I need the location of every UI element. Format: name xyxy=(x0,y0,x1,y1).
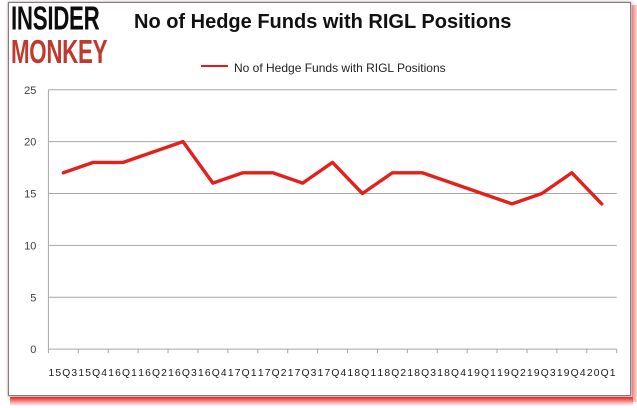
svg-text:19Q1: 19Q1 xyxy=(467,368,497,379)
svg-text:16Q3: 16Q3 xyxy=(168,368,198,379)
svg-text:17Q4: 17Q4 xyxy=(318,368,348,379)
svg-text:19Q4: 19Q4 xyxy=(557,368,587,379)
svg-text:17Q1: 17Q1 xyxy=(228,368,258,379)
svg-text:15Q3: 15Q3 xyxy=(48,368,78,379)
svg-text:18Q2: 18Q2 xyxy=(377,368,407,379)
svg-text:16Q2: 16Q2 xyxy=(138,368,168,379)
svg-text:19Q2: 19Q2 xyxy=(497,368,527,379)
svg-text:17Q3: 17Q3 xyxy=(288,368,318,379)
svg-text:25: 25 xyxy=(24,85,36,97)
svg-text:18Q3: 18Q3 xyxy=(407,368,437,379)
svg-text:15Q4: 15Q4 xyxy=(78,368,108,379)
svg-text:0: 0 xyxy=(30,344,36,356)
svg-text:16Q1: 16Q1 xyxy=(108,368,138,379)
svg-text:18Q1: 18Q1 xyxy=(348,368,378,379)
svg-text:20: 20 xyxy=(24,137,36,149)
svg-text:5: 5 xyxy=(30,292,36,304)
svg-text:10: 10 xyxy=(24,240,36,252)
svg-text:16Q4: 16Q4 xyxy=(198,368,228,379)
svg-text:18Q4: 18Q4 xyxy=(437,368,467,379)
svg-text:15: 15 xyxy=(24,189,36,201)
svg-text:17Q2: 17Q2 xyxy=(258,368,288,379)
svg-text:20Q1: 20Q1 xyxy=(587,368,617,379)
svg-text:19Q3: 19Q3 xyxy=(527,368,557,379)
